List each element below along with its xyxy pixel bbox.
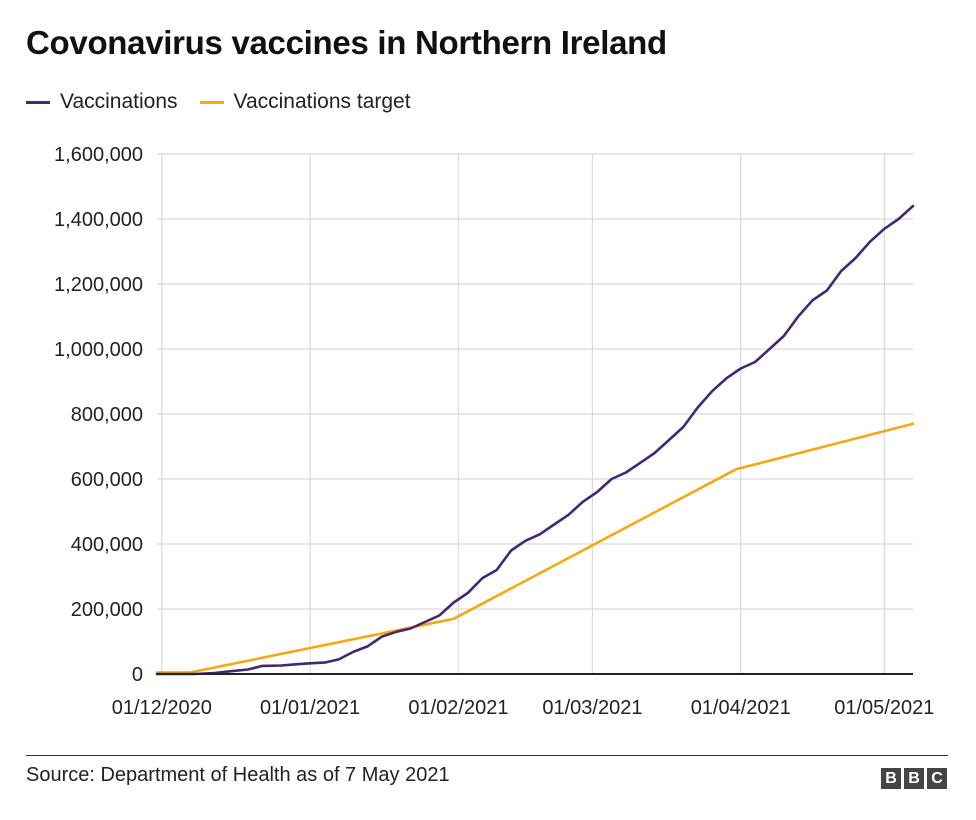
bbc-logo-letter: B <box>881 768 901 789</box>
legend-swatch-vaccinations-target <box>199 100 224 104</box>
y-tick-label: 1,600,000 <box>54 144 143 166</box>
y-axis-tick-labels: 0 200,000 400,000 600,000 800,000 1,000,000 1,… <box>54 144 143 686</box>
y-tick-label: 1,400,000 <box>54 209 143 231</box>
x-tick-label: 01/01/2021 <box>260 697 360 719</box>
series-line-vaccinations-target <box>155 422 915 674</box>
bbc-logo-letter: C <box>927 768 947 789</box>
x-tick-label: 01/12/2020 <box>112 697 212 719</box>
chart-title: Covonavirus vaccines in Northern Ireland <box>26 24 667 61</box>
y-tick-label: 600,000 <box>71 469 143 491</box>
y-tick-label: 0 <box>132 664 143 686</box>
series-lines <box>155 204 915 676</box>
footer-divider <box>26 755 948 756</box>
y-tick-label: 200,000 <box>71 599 143 621</box>
x-tick-label: 01/02/2021 <box>408 697 508 719</box>
bbc-logo: B B C <box>881 768 947 789</box>
x-tick-label: 01/03/2021 <box>542 697 642 719</box>
grid-lines <box>157 153 913 674</box>
x-axis-tick-labels: 01/12/2020 01/01/2021 01/02/2021 01/03/2021… <box>112 697 935 719</box>
line-chart: 0 200,000 400,000 600,000 800,000 1,000,000 1,… <box>54 144 935 719</box>
series-line-vaccinations <box>155 204 915 676</box>
legend-label-vaccinations-target: Vaccinations target <box>233 90 411 113</box>
x-tick-label: 01/04/2021 <box>691 697 791 719</box>
bbc-logo-letter: B <box>904 768 924 789</box>
y-tick-label: 1,200,000 <box>54 274 143 296</box>
y-tick-label: 1,000,000 <box>54 339 143 361</box>
legend-swatch-vaccinations <box>26 100 50 104</box>
source-note: Source: Department of Health as of 7 May… <box>26 764 450 786</box>
y-tick-label: 400,000 <box>71 534 143 556</box>
legend-item-vaccinations-target: Vaccinations target <box>199 90 411 114</box>
legend-item-vaccinations: Vaccinations <box>26 90 178 114</box>
legend: Vaccinations Vaccinations target <box>26 90 433 114</box>
x-tick-label: 01/05/2021 <box>834 697 934 719</box>
y-tick-label: 800,000 <box>71 404 143 426</box>
legend-label-vaccinations: Vaccinations <box>60 90 178 113</box>
